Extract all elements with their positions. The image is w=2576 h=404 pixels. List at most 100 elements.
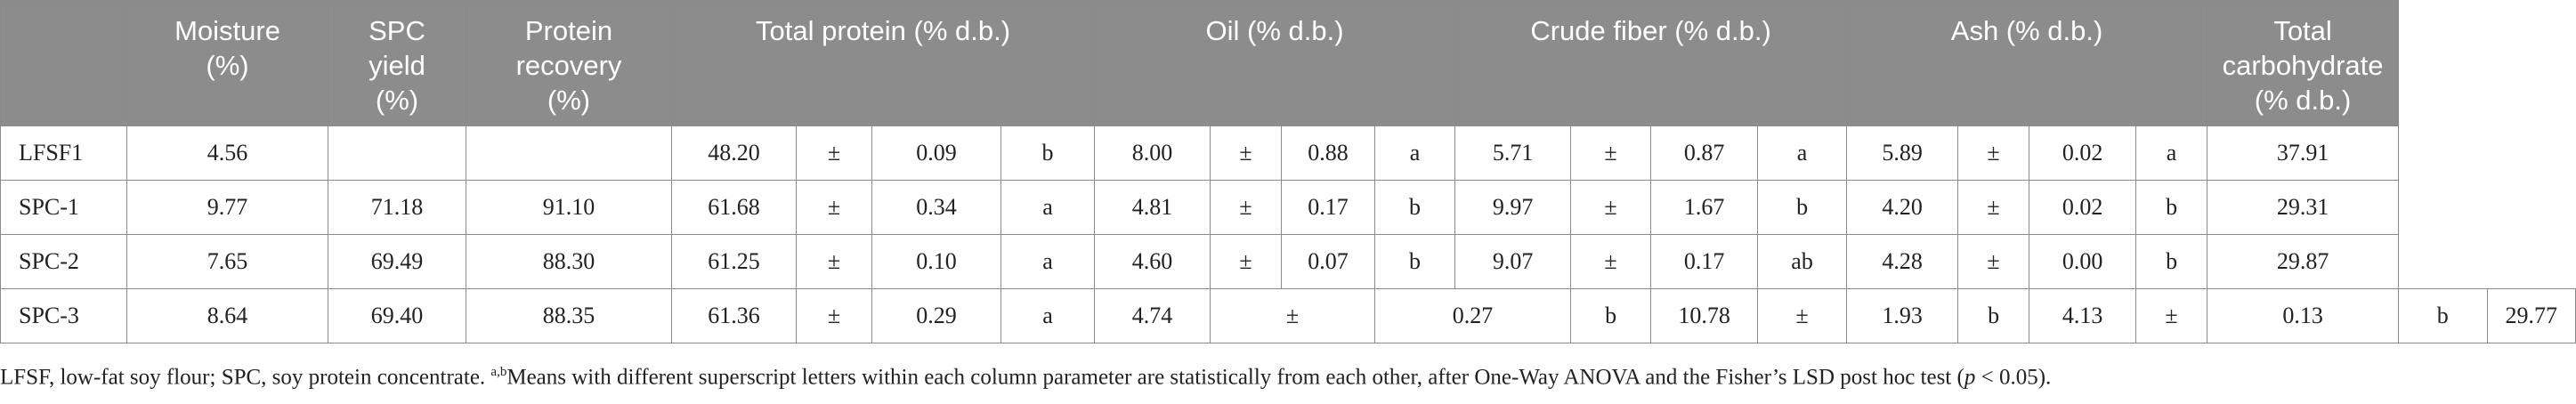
header-total-carbohydrate: Total carbohydrate (% d.b.) — [2207, 0, 2400, 126]
header-total-protein: Total protein (% d.b.) — [670, 0, 1096, 126]
cell-oil-sd: 0.17 — [1281, 180, 1376, 235]
cell-oil-pm: ± — [1210, 180, 1283, 235]
cell-ash-pm: ± — [1957, 125, 2030, 181]
cell-oil-letter: a — [1374, 125, 1456, 181]
table-figure: Moisture (%) SPC yield (%) Protein recov… — [0, 0, 2576, 389]
cell-oil-pm: ± — [1210, 234, 1283, 289]
cell-protein-letter: a — [1000, 180, 1096, 235]
cell-fiber-sd: 0.17 — [1650, 234, 1759, 289]
footnote-threshold: < 0.05). — [1975, 365, 2052, 390]
cell-protein-mean: 61.68 — [671, 180, 797, 235]
cell-ash-mean: 4.13 — [2029, 288, 2137, 343]
footnote-superscript: a,b — [490, 365, 507, 379]
cell-fiber-sd: 1.93 — [1846, 288, 1959, 343]
cell-oil-mean: 4.81 — [1094, 180, 1211, 235]
cell-oil-letter: b — [1374, 180, 1456, 235]
cell-spc-yield — [328, 125, 466, 181]
cell-protein-pm: ± — [796, 288, 872, 343]
cell-oil-sd: 0.07 — [1281, 234, 1376, 289]
header-row: Moisture (%) SPC yield (%) Protein recov… — [0, 0, 2576, 126]
header-ash: Ash (% d.b.) — [1846, 0, 2208, 126]
table-row: LFSF1 4.56 48.20 ± 0.09 b 8.00 ± 0.88 a … — [0, 125, 2576, 181]
cell-oil-mean: 4.60 — [1094, 234, 1211, 289]
header-moisture: Moisture (%) — [126, 0, 328, 126]
cell-protein-recovery: 91.10 — [466, 180, 672, 235]
cell-ash-pm: ± — [1957, 180, 2030, 235]
cell-fiber-pm: ± — [1570, 180, 1652, 235]
cell-fiber-sd: 0.87 — [1650, 125, 1759, 181]
cell-ash-letter: b — [2398, 288, 2488, 343]
cell-oil-mean: 8.00 — [1094, 125, 1211, 181]
cell-total-carbohydrate: 37.91 — [2207, 125, 2400, 181]
cell-protein-pm: ± — [796, 125, 872, 181]
cell-protein-mean: 61.25 — [671, 234, 797, 289]
table-row: SPC-1 9.77 71.18 91.10 61.68 ± 0.34 a 4.… — [0, 180, 2576, 235]
cell-moisture: 8.64 — [126, 288, 328, 343]
table-footnote: LFSF, low-fat soy flour; SPC, soy protei… — [0, 365, 2576, 390]
cell-oil-mean: 4.74 — [1094, 288, 1211, 343]
cell-protein-pm: ± — [796, 180, 872, 235]
table-row: SPC-3 8.64 69.40 88.35 61.36 ± 0.29 a 4.… — [0, 288, 2576, 343]
cell-protein-pm: ± — [796, 234, 872, 289]
table-row: SPC-2 7.65 69.49 88.30 61.25 ± 0.10 a 4.… — [0, 234, 2576, 289]
cell-ash-mean: 5.89 — [1846, 125, 1959, 181]
header-spc-yield: SPC yield (%) — [328, 0, 466, 126]
cell-ash-letter: a — [2135, 125, 2208, 181]
cell-fiber-letter: b — [1957, 288, 2030, 343]
cell-total-carbohydrate: 29.31 — [2207, 180, 2400, 235]
cell-ash-sd: 0.00 — [2029, 234, 2137, 289]
cell-total-carbohydrate: 29.77 — [2486, 288, 2576, 343]
cell-fiber-letter: ab — [1757, 234, 1848, 289]
cell-fiber-mean: 10.78 — [1650, 288, 1759, 343]
cell-fiber-pm: ± — [1757, 288, 1848, 343]
cell-ash-letter: b — [2135, 180, 2208, 235]
cell-protein-mean: 48.20 — [671, 125, 797, 181]
cell-spc-yield: 69.40 — [328, 288, 466, 343]
cell-ash-pm: ± — [2135, 288, 2208, 343]
cell-moisture: 4.56 — [126, 125, 328, 181]
cell-spc-yield: 71.18 — [328, 180, 466, 235]
cell-spc-yield: 69.49 — [328, 234, 466, 289]
composition-table: Moisture (%) SPC yield (%) Protein recov… — [0, 0, 2576, 343]
header-sample — [0, 0, 127, 126]
cell-fiber-sd: 1.67 — [1650, 180, 1759, 235]
cell-oil-sd: 0.88 — [1281, 125, 1376, 181]
cell-fiber-mean: 9.97 — [1454, 180, 1572, 235]
row-label: SPC-2 — [0, 234, 127, 289]
cell-fiber-mean: 9.07 — [1454, 234, 1572, 289]
cell-fiber-letter: b — [1757, 180, 1848, 235]
cell-protein-sd: 0.29 — [871, 288, 1001, 343]
cell-protein-recovery: 88.30 — [466, 234, 672, 289]
cell-ash-letter: b — [2135, 234, 2208, 289]
cell-fiber-pm: ± — [1570, 234, 1652, 289]
row-label: LFSF1 — [0, 125, 127, 181]
cell-protein-sd: 0.09 — [871, 125, 1001, 181]
cell-protein-recovery: 88.35 — [466, 288, 672, 343]
cell-ash-sd: 0.02 — [2029, 125, 2137, 181]
cell-oil-sd: 0.27 — [1374, 288, 1572, 343]
header-protein-recovery: Protein recovery (%) — [466, 0, 672, 126]
row-label: SPC-1 — [0, 180, 127, 235]
header-oil: Oil (% d.b.) — [1094, 0, 1456, 126]
row-label: SPC-3 — [0, 288, 127, 343]
cell-protein-letter: b — [1000, 125, 1096, 181]
cell-oil-pm: ± — [1210, 125, 1283, 181]
cell-fiber-mean: 5.71 — [1454, 125, 1572, 181]
cell-protein-mean: 61.36 — [671, 288, 797, 343]
cell-protein-letter: a — [1000, 288, 1096, 343]
cell-oil-letter: b — [1374, 234, 1456, 289]
cell-ash-sd: 0.13 — [2207, 288, 2400, 343]
header-crude-fiber: Crude fiber (% d.b.) — [1454, 0, 1848, 126]
cell-moisture: 7.65 — [126, 234, 328, 289]
cell-protein-sd: 0.10 — [871, 234, 1001, 289]
cell-ash-mean: 4.28 — [1846, 234, 1959, 289]
cell-ash-sd: 0.02 — [2029, 180, 2137, 235]
cell-protein-recovery — [466, 125, 672, 181]
cell-fiber-pm: ± — [1570, 125, 1652, 181]
cell-protein-sd: 0.34 — [871, 180, 1001, 235]
footnote-p: p — [1964, 365, 1976, 390]
cell-fiber-letter: a — [1757, 125, 1848, 181]
cell-protein-letter: a — [1000, 234, 1096, 289]
footnote-statistics: Means with different superscript letters… — [506, 365, 1964, 390]
cell-moisture: 9.77 — [126, 180, 328, 235]
